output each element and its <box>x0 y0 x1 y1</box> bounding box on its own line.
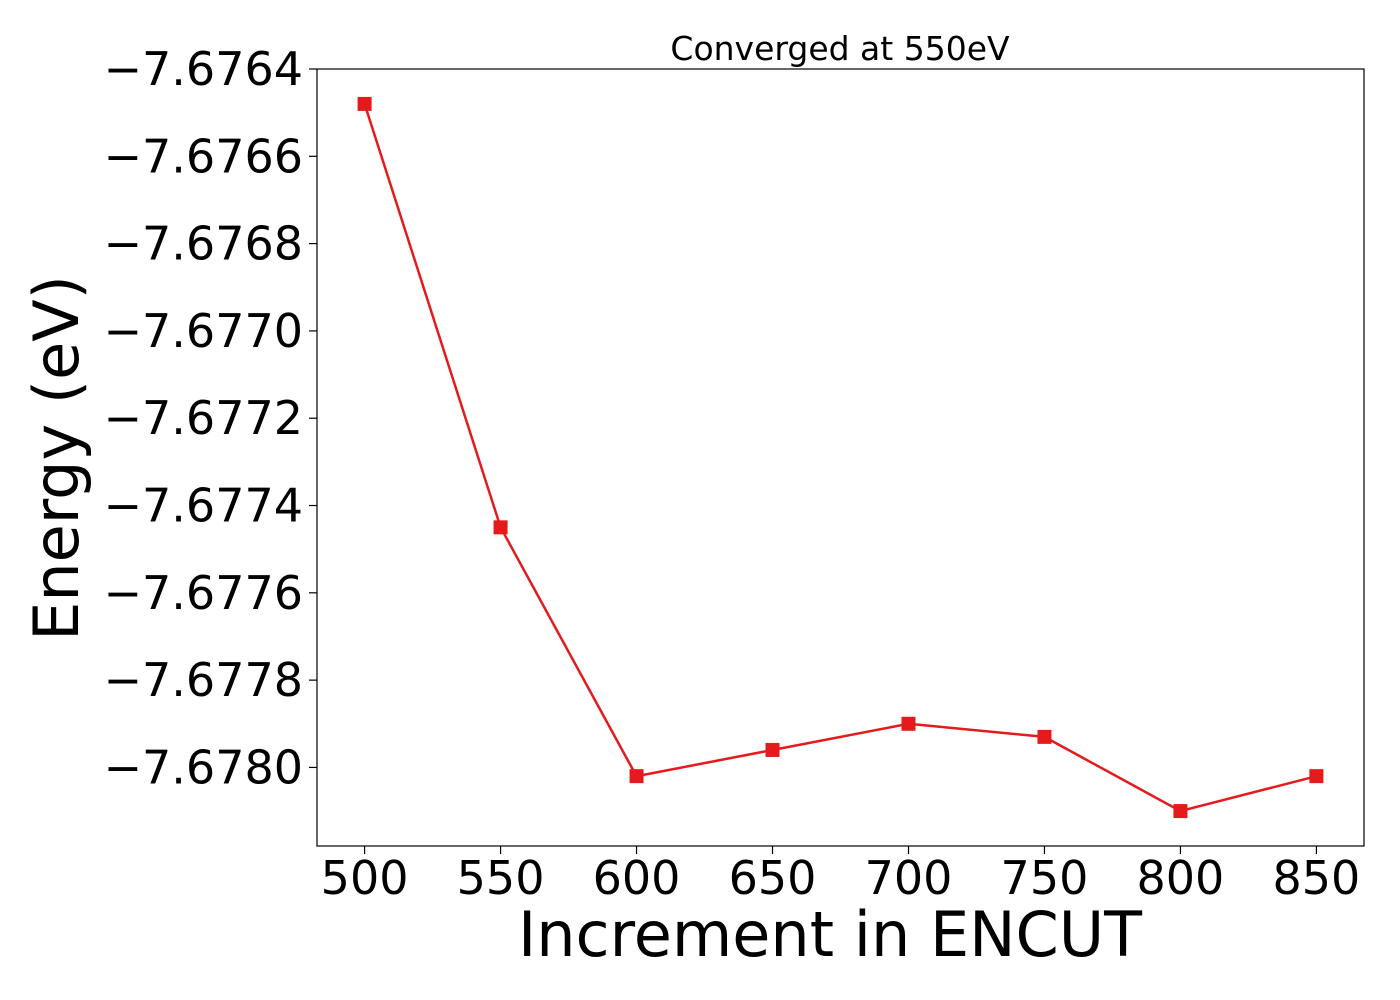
x-tick-label: 650 <box>729 851 817 905</box>
y-tick-label: −7.6772 <box>104 391 304 445</box>
chart-title: Converged at 550eV <box>670 29 1010 68</box>
y-tick-label: −7.6774 <box>104 479 304 533</box>
y-tick-label: −7.6770 <box>104 304 304 358</box>
data-point <box>629 769 644 784</box>
data-point <box>901 716 916 731</box>
x-tick-label: 500 <box>321 851 409 905</box>
x-axis-label: Increment in ENCUT <box>518 898 1143 971</box>
y-axis-ticks: −7.6764 −7.6766 −7.6768 −7.6770 −7.6772 −7.67… <box>104 42 317 794</box>
y-tick-label: −7.6768 <box>104 217 304 271</box>
x-tick-label: 850 <box>1273 851 1361 905</box>
data-point <box>1173 804 1188 819</box>
data-point <box>493 520 508 535</box>
data-point <box>1309 769 1324 784</box>
x-tick-label: 750 <box>1001 851 1089 905</box>
data-point <box>1037 729 1052 744</box>
x-tick-label: 600 <box>593 851 681 905</box>
x-tick-label: 700 <box>865 851 953 905</box>
x-tick-label: 800 <box>1137 851 1225 905</box>
plot-frame <box>316 68 1365 847</box>
y-tick-label: −7.6776 <box>104 566 304 620</box>
data-point <box>357 96 372 111</box>
x-tick-label: 550 <box>457 851 545 905</box>
x-axis-ticks: 500 550 600 650 700 750 800 850 <box>321 846 1361 905</box>
series-line <box>363 103 1317 813</box>
y-tick-label: −7.6766 <box>104 129 304 183</box>
y-tick-label: −7.6780 <box>104 740 304 794</box>
y-axis-label: Energy (eV) <box>20 275 93 641</box>
y-tick-label: −7.6764 <box>104 42 304 96</box>
data-point <box>765 742 780 757</box>
series-layer <box>357 96 1324 819</box>
y-tick-label: −7.6778 <box>104 653 304 707</box>
